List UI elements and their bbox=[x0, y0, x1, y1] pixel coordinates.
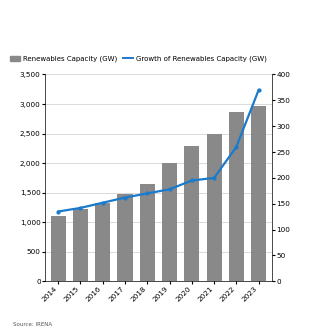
Text: RENEWABLES CAPACITY & GROWTH OF CAPACITY: RENEWABLES CAPACITY & GROWTH OF CAPACITY bbox=[28, 11, 292, 20]
Bar bbox=[73, 209, 88, 281]
Bar bbox=[162, 163, 177, 281]
Legend: Renewables Capacity (GW), Growth of Renewables Capacity (GW): Renewables Capacity (GW), Growth of Rene… bbox=[10, 56, 267, 62]
Bar bbox=[206, 134, 222, 281]
Text: WORLDWIDE, 2014-2023: WORLDWIDE, 2014-2023 bbox=[94, 33, 226, 42]
Text: Source: IRENA: Source: IRENA bbox=[13, 322, 52, 327]
Bar bbox=[95, 203, 110, 281]
Bar bbox=[51, 216, 66, 281]
Bar bbox=[251, 106, 266, 281]
Bar bbox=[117, 194, 132, 281]
Bar bbox=[229, 112, 244, 281]
Bar bbox=[184, 146, 199, 281]
Bar bbox=[140, 184, 155, 281]
